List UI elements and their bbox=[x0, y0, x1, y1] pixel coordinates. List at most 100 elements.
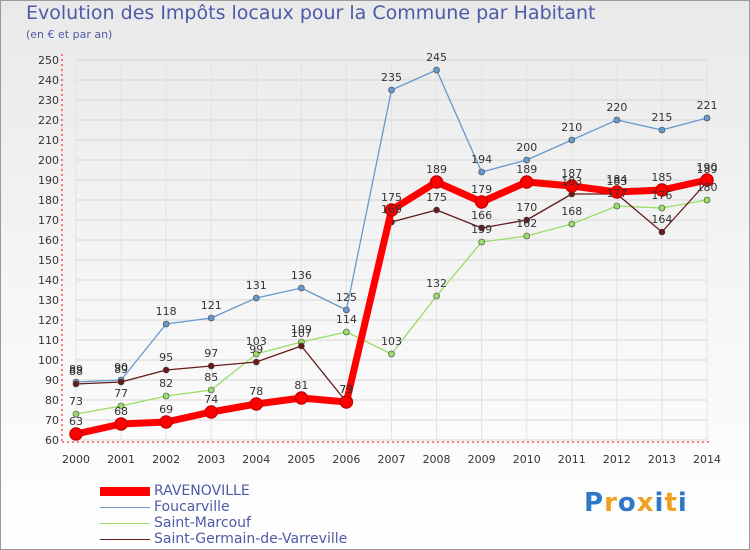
data-label-foucarville-2000: 89 bbox=[69, 363, 83, 376]
point-foucarville-2014 bbox=[703, 114, 711, 122]
data-label-saint-germain-de-varreville-2009: 166 bbox=[471, 209, 492, 222]
data-label-saint-germain-de-varreville-2005: 107 bbox=[291, 327, 312, 340]
point-saint-marcouf-2004 bbox=[252, 350, 260, 358]
data-label-saint-marcouf-2007: 103 bbox=[381, 335, 402, 348]
point-ravenoville-2001 bbox=[114, 417, 128, 431]
data-label-foucarville-2011: 210 bbox=[561, 121, 582, 134]
chart-title: Evolution des Impôts locaux pour la Comm… bbox=[26, 2, 596, 24]
x-tick-label-2012: 2012 bbox=[603, 453, 631, 466]
data-label-ravenoville-2009: 179 bbox=[471, 183, 492, 196]
y-tick-label-120: 120 bbox=[38, 314, 59, 327]
point-saint-marcouf-2013 bbox=[658, 204, 666, 212]
x-tick-label-2013: 2013 bbox=[648, 453, 676, 466]
legend-swatch-saint-germain bbox=[100, 539, 150, 540]
x-tick-label-2003: 2003 bbox=[197, 453, 225, 466]
data-label-foucarville-2005: 136 bbox=[291, 269, 312, 282]
logo-letter: o bbox=[617, 488, 637, 518]
point-ravenoville-2010 bbox=[519, 175, 534, 189]
y-tick-label-110: 110 bbox=[38, 334, 59, 347]
point-saint-marcouf-2014 bbox=[703, 196, 711, 204]
y-tick-label-220: 220 bbox=[38, 114, 59, 127]
data-label-ravenoville-2001: 68 bbox=[114, 405, 128, 418]
point-foucarville-2003 bbox=[207, 314, 215, 322]
chart-subtitle: (en € et par an) bbox=[26, 28, 113, 41]
point-saint-germain-de-varreville-2009 bbox=[478, 224, 485, 232]
data-label-saint-germain-de-varreville-2011: 183 bbox=[561, 175, 582, 188]
logo-letter: r bbox=[604, 488, 618, 518]
data-label-saint-germain-de-varreville-2006: 79 bbox=[339, 383, 353, 396]
data-label-saint-germain-de-varreville-2000: 88 bbox=[69, 365, 83, 378]
point-saint-germain-de-varreville-2008 bbox=[433, 206, 440, 214]
data-label-ravenoville-2008: 189 bbox=[426, 163, 447, 176]
y-tick-label-230: 230 bbox=[38, 94, 59, 107]
y-tick-label-250: 250 bbox=[38, 54, 59, 67]
y-tick-label-60: 60 bbox=[45, 434, 59, 447]
point-foucarville-2008 bbox=[433, 66, 440, 74]
proxiti-logo: Proxiti bbox=[584, 488, 688, 518]
data-label-foucarville-2014: 221 bbox=[697, 99, 718, 112]
x-tick-label-2004: 2004 bbox=[242, 453, 270, 466]
y-tick-label-210: 210 bbox=[38, 134, 59, 147]
y-tick-label-150: 150 bbox=[38, 254, 59, 267]
point-foucarville-2012 bbox=[613, 116, 621, 124]
data-label-foucarville-2006: 125 bbox=[336, 291, 357, 304]
point-ravenoville-2004 bbox=[249, 397, 264, 411]
data-label-foucarville-2009: 194 bbox=[471, 153, 492, 166]
y-tick-label-160: 160 bbox=[38, 234, 59, 247]
point-saint-marcouf-2001 bbox=[117, 402, 125, 410]
point-foucarville-2005 bbox=[298, 284, 305, 292]
point-foucarville-2010 bbox=[523, 156, 531, 164]
x-tick-label-2009: 2009 bbox=[468, 453, 496, 466]
data-label-foucarville-2012: 220 bbox=[606, 101, 627, 114]
point-ravenoville-2009 bbox=[474, 195, 489, 209]
point-saint-marcouf-2012 bbox=[613, 202, 621, 210]
data-label-foucarville-2010: 200 bbox=[516, 141, 537, 154]
point-saint-marcouf-2002 bbox=[162, 392, 170, 400]
data-label-saint-marcouf-2014: 180 bbox=[697, 181, 718, 194]
point-saint-germain-de-varreville-2000 bbox=[72, 380, 80, 388]
x-tick-label-2002: 2002 bbox=[152, 453, 180, 466]
x-tick-label-2005: 2005 bbox=[287, 453, 315, 466]
data-label-saint-marcouf-2011: 168 bbox=[561, 205, 582, 218]
data-label-saint-marcouf-2009: 159 bbox=[471, 223, 492, 236]
data-label-saint-germain-de-varreville-2001: 89 bbox=[114, 363, 128, 376]
x-tick-label-2007: 2007 bbox=[378, 453, 406, 466]
data-label-saint-marcouf-2005: 109 bbox=[291, 323, 312, 336]
point-foucarville-2006 bbox=[343, 306, 350, 314]
data-label-foucarville-2003: 121 bbox=[201, 299, 222, 312]
legend-label-saint-germain: Saint-Germain-de-Varreville bbox=[154, 531, 348, 547]
y-tick-label-240: 240 bbox=[38, 74, 59, 87]
data-label-ravenoville-2013: 185 bbox=[651, 171, 672, 184]
data-label-saint-germain-de-varreville-2010: 170 bbox=[516, 201, 537, 214]
x-tick-label-2014: 2014 bbox=[693, 453, 721, 466]
y-tick-label-200: 200 bbox=[38, 154, 59, 167]
point-saint-germain-de-varreville-2002 bbox=[162, 366, 170, 374]
data-label-saint-marcouf-2010: 162 bbox=[516, 217, 537, 230]
data-label-foucarville-2013: 215 bbox=[651, 111, 672, 124]
point-ravenoville-2008 bbox=[429, 175, 444, 189]
point-saint-marcouf-2003 bbox=[207, 386, 215, 394]
series-lines bbox=[69, 66, 714, 441]
point-foucarville-2002 bbox=[162, 320, 170, 328]
data-label-foucarville-2002: 118 bbox=[156, 305, 177, 318]
x-tick-label-2011: 2011 bbox=[558, 453, 586, 466]
data-label-saint-marcouf-2004: 103 bbox=[246, 335, 267, 348]
data-label-ravenoville-2005: 81 bbox=[294, 379, 308, 392]
y-tick-label-90: 90 bbox=[45, 374, 59, 387]
point-saint-germain-de-varreville-2003 bbox=[207, 362, 215, 370]
point-ravenoville-2014 bbox=[700, 173, 714, 187]
data-label-saint-marcouf-2008: 132 bbox=[426, 277, 447, 290]
x-tick-label-2008: 2008 bbox=[423, 453, 451, 466]
data-label-saint-marcouf-2000: 73 bbox=[69, 395, 83, 408]
data-label-saint-germain-de-varreville-2013: 164 bbox=[651, 213, 672, 226]
grid bbox=[75, 59, 708, 441]
data-label-ravenoville-2010: 189 bbox=[516, 163, 537, 176]
legend-swatch-saint-marcouf bbox=[100, 523, 150, 524]
data-label-ravenoville-2002: 69 bbox=[159, 403, 173, 416]
point-ravenoville-2003 bbox=[204, 405, 218, 419]
x-tick-label-2006: 2006 bbox=[332, 453, 360, 466]
point-ravenoville-2012 bbox=[610, 185, 624, 199]
legend-swatch-foucarville bbox=[100, 507, 150, 508]
legend-label-ravenoville: RAVENOVILLE bbox=[154, 483, 250, 499]
